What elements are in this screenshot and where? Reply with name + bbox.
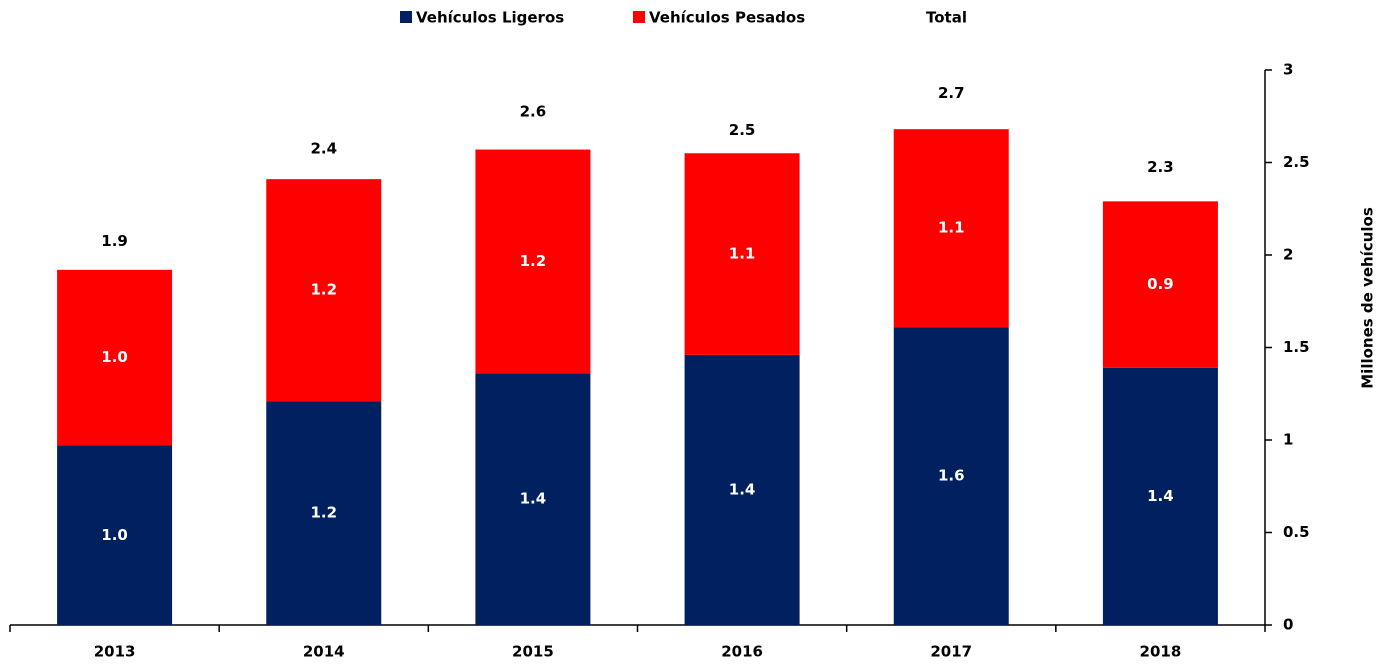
x-tick-label: 2018	[1140, 643, 1182, 661]
legend-swatch	[400, 11, 412, 23]
bar-segment	[266, 401, 382, 625]
y-axis-label: Millones de vehículos	[1359, 207, 1377, 389]
legend-label: Total	[926, 9, 967, 27]
data-label: 1.1	[938, 219, 965, 237]
y-tick-label: 1.5	[1283, 338, 1310, 356]
bar-segment	[893, 327, 1009, 625]
legend-label: Vehículos Ligeros	[416, 9, 564, 27]
y-tick-label: 2.5	[1283, 153, 1310, 171]
x-tick-label: 2014	[303, 643, 345, 661]
x-tick-label: 2016	[721, 643, 763, 661]
total-label: 1.9	[101, 232, 128, 250]
legend-swatch	[633, 11, 645, 23]
bar-segment	[684, 153, 800, 355]
x-tick-label: 2015	[512, 643, 554, 661]
total-label: 2.7	[938, 84, 965, 102]
data-label: 1.2	[310, 504, 337, 522]
y-tick-label: 3	[1283, 61, 1293, 79]
data-label: 1.0	[101, 526, 128, 544]
data-label: 1.4	[1147, 487, 1174, 505]
data-label: 1.1	[729, 245, 756, 263]
y-tick-label: 2	[1283, 246, 1293, 264]
data-label: 1.4	[729, 480, 756, 498]
total-label: 2.5	[729, 121, 756, 139]
total-label: 2.4	[310, 140, 337, 158]
bar-segment	[1102, 367, 1218, 625]
total-label: 2.3	[1147, 158, 1174, 176]
bar-segment	[1102, 201, 1218, 368]
data-label: 1.4	[520, 490, 547, 508]
bar-segment	[266, 179, 382, 402]
data-label: 1.0	[101, 348, 128, 366]
bar-segment	[475, 149, 591, 374]
total-label: 2.6	[520, 103, 547, 121]
y-tick-label: 0.5	[1283, 523, 1310, 541]
bar-segment	[57, 445, 173, 625]
x-tick-label: 2013	[94, 643, 136, 661]
data-label: 0.9	[1147, 275, 1174, 293]
x-tick-label: 2017	[930, 643, 972, 661]
bar-segment	[57, 269, 173, 446]
bar-segment	[475, 373, 591, 625]
data-label: 1.2	[520, 252, 547, 270]
data-label: 1.2	[310, 281, 337, 299]
bar-segment	[893, 129, 1009, 328]
data-label: 1.6	[938, 467, 965, 485]
bar-segment	[684, 354, 800, 625]
legend-label: Vehículos Pesados	[649, 9, 805, 27]
y-tick-label: 0	[1283, 616, 1293, 634]
y-tick-label: 1	[1283, 431, 1293, 449]
